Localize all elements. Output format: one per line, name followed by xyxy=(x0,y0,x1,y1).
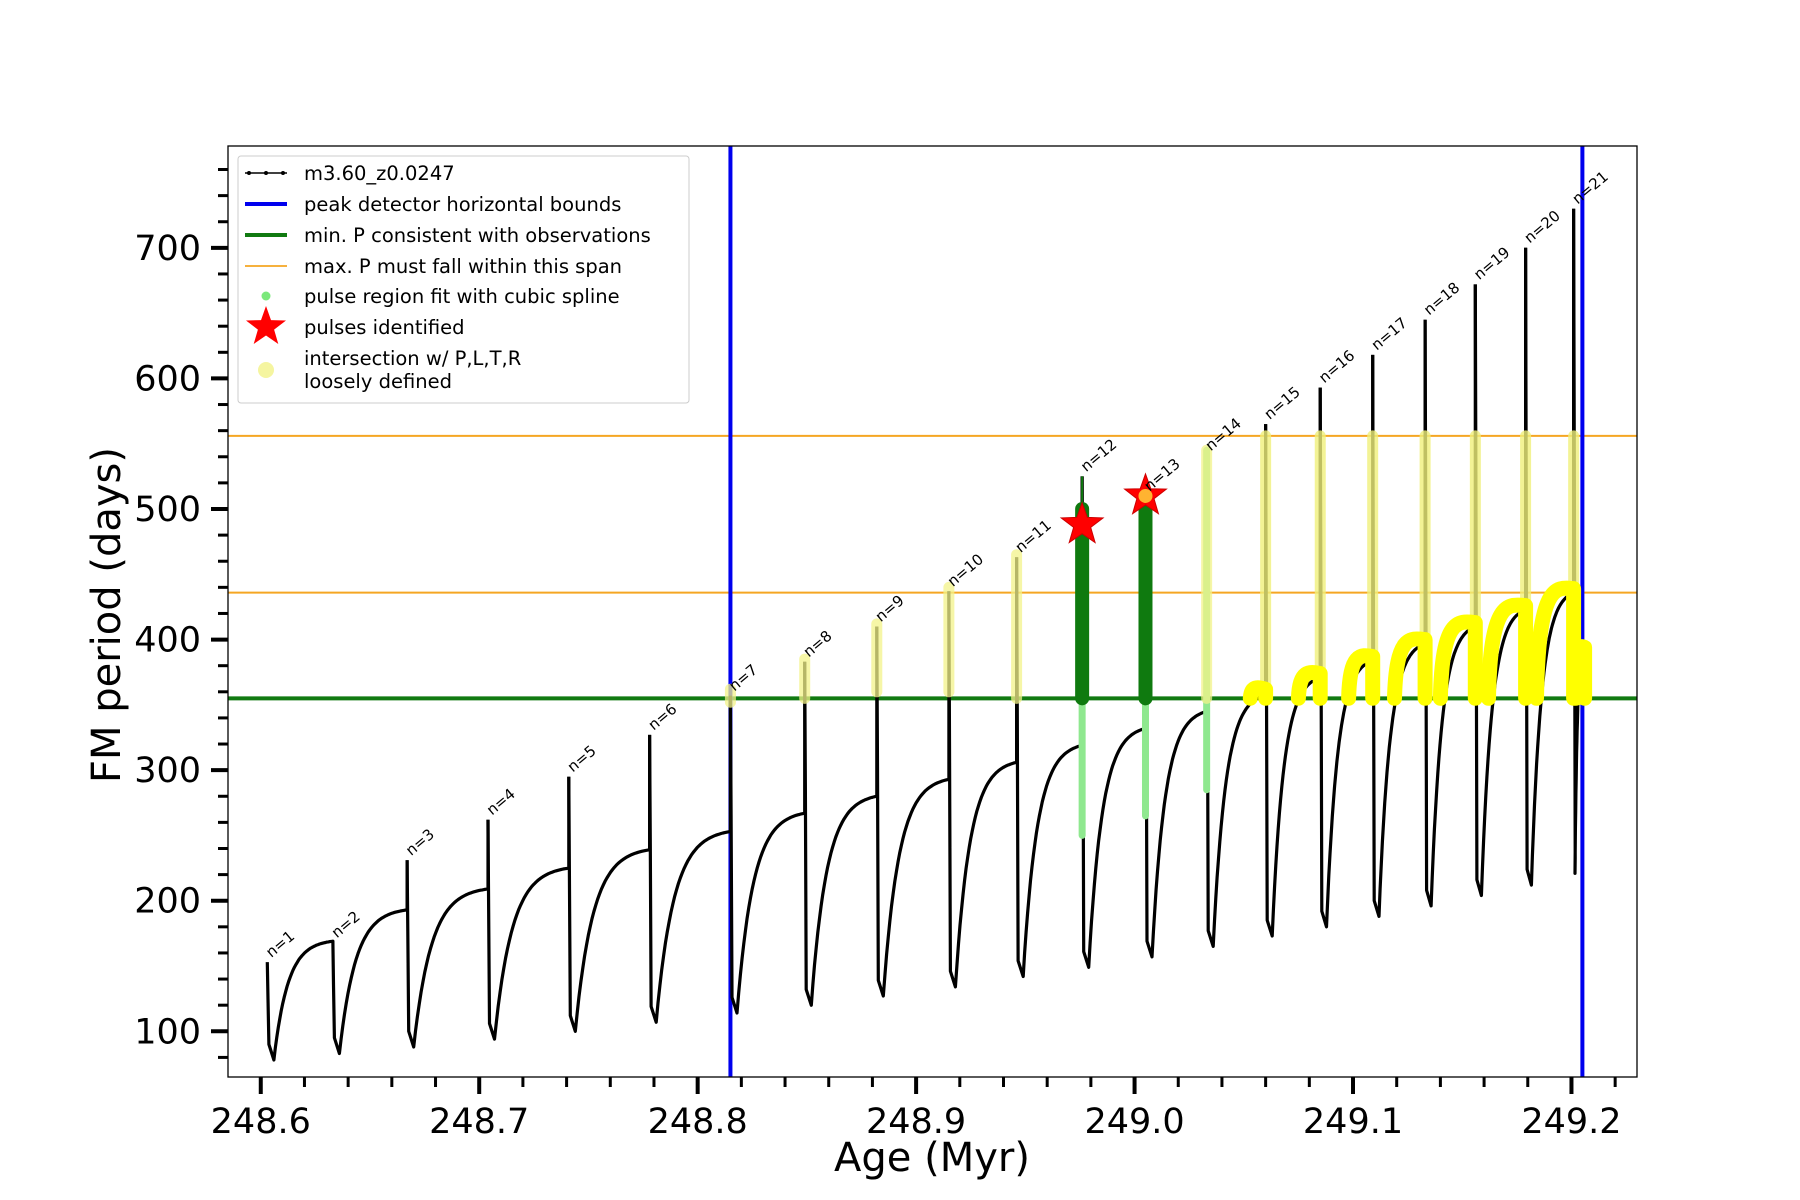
x-axis-title: Age (Myr) xyxy=(834,1135,1030,1181)
loose-arc-7 xyxy=(1529,580,1582,706)
series-segment-n13 xyxy=(1143,455,1209,959)
x-tick-label: 249.0 xyxy=(1084,1102,1184,1142)
legend-label: peak detector horizontal bounds xyxy=(304,193,621,216)
loose-arc-2 xyxy=(1290,665,1328,706)
series-segment-n5 xyxy=(567,734,652,1033)
x-tick-label: 249.1 xyxy=(1303,1102,1403,1142)
series-segment-n6 xyxy=(648,695,732,1024)
y-tick-label: 100 xyxy=(134,1012,201,1052)
loose-arc-1 xyxy=(1242,680,1274,706)
series-segment-n15 xyxy=(1264,387,1322,938)
legend-label: max. P must fall within this span xyxy=(304,255,622,278)
major-ticks xyxy=(211,245,1574,1094)
series-segment-n12 xyxy=(1080,476,1148,969)
x-tick-labels: 248.6 248.7 248.8 248.9 249.0 249.1 249.2 xyxy=(211,1102,1622,1142)
y-tick-label: 300 xyxy=(134,751,201,791)
series-segment-n11 xyxy=(1015,476,1084,979)
loose-arc-6 xyxy=(1481,597,1534,706)
plot-frame xyxy=(227,145,1638,1078)
loose-arc-8 xyxy=(1568,639,1593,706)
series-segment-n10 xyxy=(947,557,1019,989)
series-segment-n4 xyxy=(486,776,571,1041)
y-axis-title: FM period (days) xyxy=(84,447,130,783)
legend-label: min. P consistent with observations xyxy=(304,224,651,247)
x-tick-label: 248.8 xyxy=(648,1102,748,1142)
y-tick-labels: 100 200 300 400 500 600 700 xyxy=(134,229,201,1052)
legend-label: loosely defined xyxy=(304,370,452,393)
legend-label: pulses identified xyxy=(304,316,465,339)
legend-swatch-dot xyxy=(261,291,271,301)
horizontal-reference-lines xyxy=(228,434,1637,701)
loose-arc-4 xyxy=(1387,631,1433,706)
pulse-identified-highlight xyxy=(1138,488,1153,503)
series-segment-n7 xyxy=(728,661,807,1015)
legend-swatch-star xyxy=(246,306,286,344)
x-tick-label: 248.9 xyxy=(866,1102,966,1142)
identified-pulses xyxy=(1059,472,1168,544)
legend-label: m3.60_z0.0247 xyxy=(304,162,455,185)
legend-box xyxy=(237,155,690,404)
loosely-defined-regions xyxy=(724,430,1593,708)
series-segment-n8 xyxy=(803,626,879,1007)
y-tick-label: 400 xyxy=(134,621,201,661)
loose-arc-3 xyxy=(1341,648,1381,706)
series-segment-n3 xyxy=(405,819,490,1049)
minor-ticks xyxy=(218,168,1617,1087)
legend-label: intersection w/ P,L,T,R xyxy=(304,347,521,370)
y-tick-label: 600 xyxy=(134,359,201,399)
x-tick-label: 248.7 xyxy=(429,1102,529,1142)
series-segment-n1 xyxy=(265,939,335,1062)
loose-arc-5 xyxy=(1432,614,1483,706)
pulse-identified-star xyxy=(1059,501,1105,544)
y-tick-label: 200 xyxy=(134,882,201,922)
series-segment-n2 xyxy=(331,860,409,1056)
series-segment-n9 xyxy=(875,591,951,998)
y-tick-label: 700 xyxy=(134,229,201,269)
legend-label: pulse region fit with cubic spline xyxy=(304,285,620,308)
legend-swatch-circle xyxy=(258,362,274,378)
legend-swatch-marker xyxy=(264,171,268,175)
legend-swatch-marker xyxy=(281,171,285,175)
x-tick-label: 248.6 xyxy=(211,1102,311,1142)
legend-swatch-marker xyxy=(247,171,251,175)
plot-area xyxy=(228,146,1637,1077)
y-tick-label: 500 xyxy=(134,490,201,530)
x-tick-label: 249.2 xyxy=(1521,1102,1621,1142)
